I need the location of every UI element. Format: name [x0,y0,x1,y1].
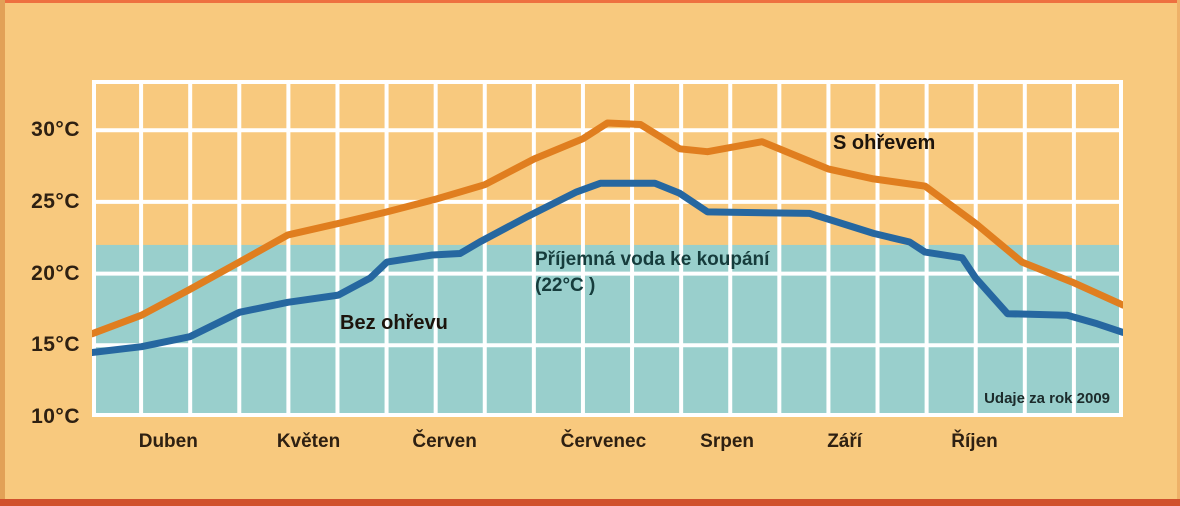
frame-top-edge [0,0,1180,3]
frame-right-edge [1177,0,1180,506]
comfort-zone-label: Příjemná voda ke koupání (22°C ) [535,247,769,299]
x-axis-month-label: Říjen [951,431,998,452]
temperature-line-chart [92,80,1123,417]
series-label-s-ohrevem: S ohřevem [833,132,936,154]
comfort-zone-label-line1: Příjemná voda ke koupání [535,249,770,270]
frame-bottom-edge [0,499,1180,506]
plot-border [92,80,1123,417]
series-line-s-ohrevem [92,119,1123,338]
x-axis-month-label: Červenec [560,431,647,452]
y-axis-tick-label: 10°C [31,405,80,428]
y-axis-tick-label: 20°C [31,261,80,285]
series-line-bez-ohrevu [92,179,1123,356]
x-axis-month-label: Srpen [700,431,755,452]
y-axis-tick-label: 30°C [31,118,80,142]
y-axis-tick-label: 15°C [31,333,80,357]
y-axis-tick-label: 25°C [31,189,80,213]
data-year-note: Udaje za rok 2009 [984,390,1110,407]
series-label-bez-ohrevu: Bez ohřevu [340,312,448,334]
comfort-zone-label-line2: (22°C ) [535,275,596,296]
x-axis-month-label: Květen [276,431,341,452]
x-axis-month-label: Září [827,431,863,452]
frame-left-edge [0,0,5,506]
x-axis-month-label: Červen [412,431,477,452]
x-axis-month-label: Duben [138,431,198,452]
